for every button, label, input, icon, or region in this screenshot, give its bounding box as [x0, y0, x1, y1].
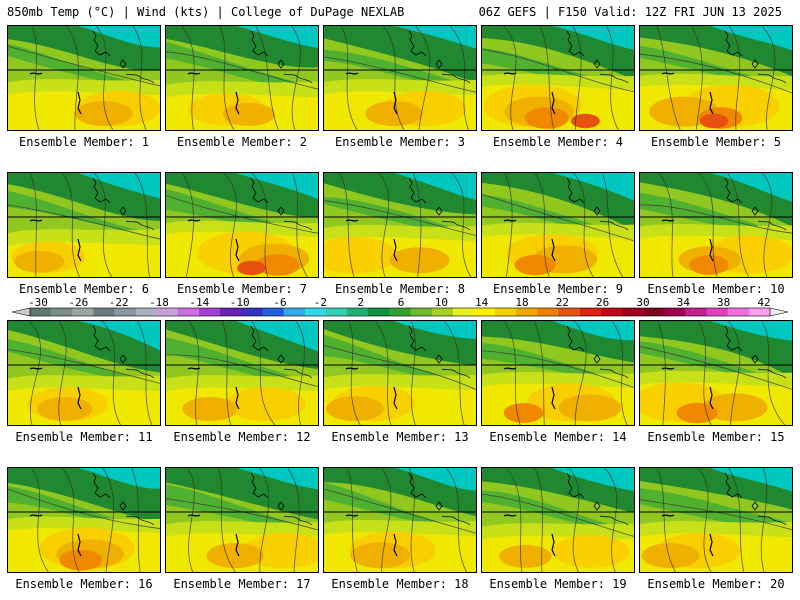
- colorbar-swatch: [579, 308, 602, 316]
- colorbar-tick-label: 30: [636, 296, 649, 309]
- ensemble-member-map: [165, 467, 319, 573]
- colorbar-swatch: [347, 308, 369, 316]
- ensemble-member-label: Ensemble Member: 17: [173, 577, 311, 591]
- colorbar-tick-label: 2: [357, 296, 364, 309]
- colorbar-tick-label: 6: [398, 296, 405, 309]
- ensemble-member-label: Ensemble Member: 18: [331, 577, 469, 591]
- colorbar-swatch: [326, 308, 348, 316]
- colorbar-swatch: [72, 308, 94, 316]
- colorbar-swatch: [93, 308, 115, 316]
- ensemble-member-map: [7, 320, 161, 426]
- colorbar-swatch: [30, 308, 52, 316]
- colorbar-swatch: [199, 308, 221, 316]
- ensemble-member-label: Ensemble Member: 19: [489, 577, 627, 591]
- colorbar-swatch: [516, 308, 538, 316]
- colorbar-swatch: [178, 308, 200, 316]
- colorbar-swatch: [558, 308, 581, 316]
- colorbar-arrow-left: [11, 307, 31, 317]
- header-run-info: 06Z GEFS | F150 Valid: 12Z FRI JUN 13 20…: [478, 5, 782, 19]
- colorbar-tick-label: 10: [435, 296, 448, 309]
- colorbar-tick-label: -14: [189, 296, 209, 309]
- colorbar-swatch: [156, 308, 179, 316]
- ensemble-member-label: Ensemble Member: 4: [492, 135, 624, 149]
- ensemble-member-label: Ensemble Member: 5: [650, 135, 782, 149]
- ensemble-member-map: [7, 467, 161, 573]
- colorbar-swatch: [368, 308, 390, 316]
- colorbar-swatch: [537, 308, 559, 316]
- ensemble-member-map: [481, 172, 635, 278]
- ensemble-member-map: [7, 25, 161, 131]
- colorbar-swatch: [283, 308, 306, 316]
- ensemble-member-label: Ensemble Member: 14: [489, 430, 627, 444]
- colorbar-tick-label: -6: [273, 296, 286, 309]
- colorbar-swatch: [495, 308, 517, 316]
- colorbar-swatch: [114, 308, 137, 316]
- ensemble-member-map: [639, 172, 793, 278]
- ensemble-member-map: [323, 320, 477, 426]
- colorbar-swatch: [600, 308, 623, 316]
- colorbar-swatch: [452, 308, 475, 316]
- colorbar-tick-label: 14: [475, 296, 489, 309]
- colorbar-tick-label: 22: [556, 296, 569, 309]
- colorbar-swatch: [241, 308, 263, 316]
- ensemble-member-map: [165, 172, 319, 278]
- colorbar-tick-label: -22: [109, 296, 129, 309]
- ensemble-member-label: Ensemble Member: 20: [647, 577, 785, 591]
- ensemble-member-map: [481, 25, 635, 131]
- colorbar-arrow-right: [769, 307, 789, 317]
- colorbar-swatch: [431, 308, 454, 316]
- colorbar-swatch: [262, 308, 285, 316]
- colorbar-swatch: [664, 308, 686, 316]
- ensemble-member-label: Ensemble Member: 16: [15, 577, 153, 591]
- colorbar-tick-label: 42: [757, 296, 770, 309]
- colorbar-swatch: [622, 308, 644, 316]
- ensemble-member-label: Ensemble Member: 10: [647, 282, 785, 296]
- ensemble-member-label: Ensemble Member: 1: [18, 135, 150, 149]
- ensemble-member-label: Ensemble Member: 8: [334, 282, 466, 296]
- colorbar-swatch: [389, 308, 411, 316]
- ensemble-member-map: [165, 25, 319, 131]
- ensemble-member-map: [323, 172, 477, 278]
- ensemble-member-label: Ensemble Member: 7: [176, 282, 308, 296]
- colorbar-swatch: [706, 308, 729, 316]
- ensemble-member-map: [639, 25, 793, 131]
- colorbar-tick-label: 38: [717, 296, 730, 309]
- colorbar-swatch: [51, 308, 73, 316]
- ensemble-member-map: [639, 320, 793, 426]
- colorbar-tick-label: -18: [149, 296, 169, 309]
- temperature-colorbar: -30 -26 -22 -18 -14 -10 -6 -2 2 6 10 14 18 22 26 30 34 38…: [11, 296, 789, 317]
- colorbar-tick-label: -30: [28, 296, 48, 309]
- colorbar-tick-label: 18: [515, 296, 528, 309]
- colorbar-tick-label: -2: [314, 296, 327, 309]
- ensemble-member-map: [7, 172, 161, 278]
- colorbar-swatch: [685, 308, 707, 316]
- colorbar-tick-label: 26: [596, 296, 609, 309]
- colorbar-swatch: [748, 308, 771, 316]
- ensemble-member-label: Ensemble Member: 11: [15, 430, 153, 444]
- ensemble-member-map: [481, 467, 635, 573]
- colorbar-swatch: [727, 308, 750, 316]
- colorbar-tick-label: -26: [68, 296, 88, 309]
- colorbar-tick-label: -10: [230, 296, 250, 309]
- ensemble-member-map: [323, 467, 477, 573]
- ensemble-member-map: [165, 320, 319, 426]
- ensemble-member-label: Ensemble Member: 15: [647, 430, 785, 444]
- colorbar-tick-label: 34: [677, 296, 691, 309]
- ensemble-member-map: [323, 25, 477, 131]
- ensemble-member-label: Ensemble Member: 3: [334, 135, 466, 149]
- colorbar-swatch: [643, 308, 665, 316]
- ensemble-member-label: Ensemble Member: 2: [176, 135, 308, 149]
- ensemble-member-label: Ensemble Member: 12: [173, 430, 311, 444]
- colorbar-swatch: [474, 308, 496, 316]
- ensemble-member-map: [639, 467, 793, 573]
- colorbar-swatch: [135, 308, 158, 316]
- ensemble-member-map: [481, 320, 635, 426]
- colorbar-swatch: [220, 308, 242, 316]
- ensemble-member-label: Ensemble Member: 13: [331, 430, 469, 444]
- colorbar-swatch: [410, 308, 433, 316]
- colorbar-swatch: [304, 308, 327, 316]
- header-title: 850mb Temp (°C) | Wind (kts) | College o…: [7, 5, 405, 19]
- ensemble-member-label: Ensemble Member: 9: [492, 282, 624, 296]
- ensemble-member-label: Ensemble Member: 6: [18, 282, 150, 296]
